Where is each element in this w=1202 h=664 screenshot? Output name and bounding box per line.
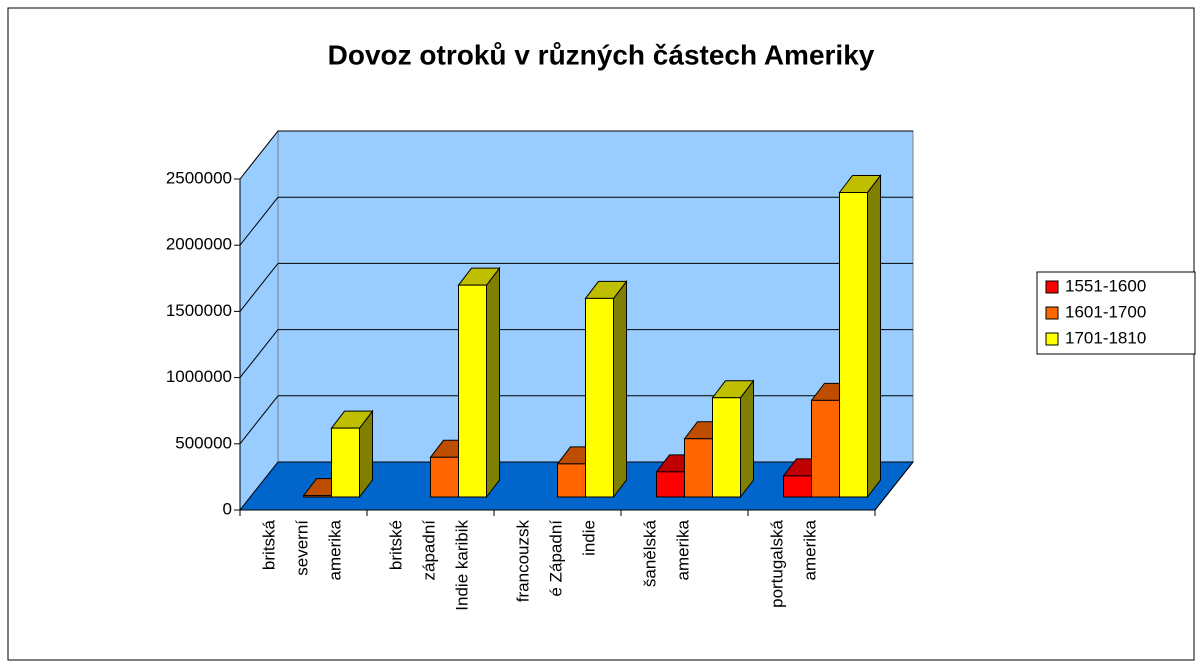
chart-title: Dovoz otroků v různých částech Ameriky bbox=[328, 39, 875, 70]
x-tick-label: amerika bbox=[325, 519, 344, 580]
x-tick-label: é Západní bbox=[546, 520, 565, 597]
y-tick-label: 500000 bbox=[175, 433, 232, 452]
grid-line bbox=[239, 329, 279, 378]
bar-front bbox=[585, 297, 614, 498]
x-tick-label: Indie karibik bbox=[452, 520, 471, 611]
grid-line bbox=[239, 130, 279, 180]
y-tick-label: 1500000 bbox=[166, 301, 232, 320]
legend-label: 1701-1810 bbox=[1065, 328, 1146, 347]
bar-front bbox=[811, 399, 840, 498]
bar bbox=[330, 409, 374, 499]
bar-front bbox=[331, 427, 360, 498]
bar-side bbox=[486, 266, 500, 499]
legend-swatch bbox=[1045, 332, 1059, 346]
bar-side bbox=[740, 379, 754, 499]
bar bbox=[584, 279, 628, 499]
bar bbox=[838, 174, 882, 499]
bar-front bbox=[656, 471, 685, 498]
floor-edge bbox=[874, 461, 914, 511]
x-tick-label: britské bbox=[386, 520, 405, 570]
y-tick-label: 2500000 bbox=[166, 168, 232, 187]
bar-front bbox=[430, 456, 459, 498]
bar-front bbox=[303, 495, 332, 498]
x-tick-label: západní bbox=[419, 520, 438, 581]
bar-front bbox=[557, 463, 586, 498]
legend-box bbox=[1036, 271, 1196, 355]
bar-front bbox=[684, 438, 713, 498]
x-tick-label: indie bbox=[579, 520, 598, 556]
bar-front bbox=[458, 284, 487, 498]
grid-line bbox=[239, 196, 279, 246]
legend-label: 1551-1600 bbox=[1065, 276, 1146, 295]
x-tick-label: britská bbox=[259, 519, 278, 570]
side-wall bbox=[239, 129, 279, 512]
grid-line bbox=[239, 395, 279, 445]
legend-label: 1601-1700 bbox=[1065, 302, 1146, 321]
x-tick-label: severní bbox=[292, 520, 311, 576]
bar-side bbox=[613, 279, 627, 499]
bar bbox=[457, 266, 501, 499]
y-tick-label: 2000000 bbox=[166, 235, 232, 254]
bar-front bbox=[783, 475, 812, 498]
y-tick-label: 1000000 bbox=[166, 367, 232, 386]
x-tick-label: amerika bbox=[800, 519, 819, 580]
x-tick-label: portugalská bbox=[767, 519, 786, 607]
bar-side bbox=[867, 174, 881, 499]
x-tick-label: francouzsk bbox=[513, 520, 532, 603]
y-tick-label: 0 bbox=[223, 499, 232, 518]
bar-front bbox=[712, 397, 741, 498]
legend-swatch bbox=[1045, 280, 1059, 294]
legend-swatch bbox=[1045, 306, 1059, 320]
x-tick-label: šanělská bbox=[640, 519, 659, 587]
bar bbox=[711, 379, 755, 499]
grid-line bbox=[239, 263, 279, 312]
bar-front bbox=[839, 191, 868, 498]
x-tick-label: amerika bbox=[673, 519, 692, 580]
